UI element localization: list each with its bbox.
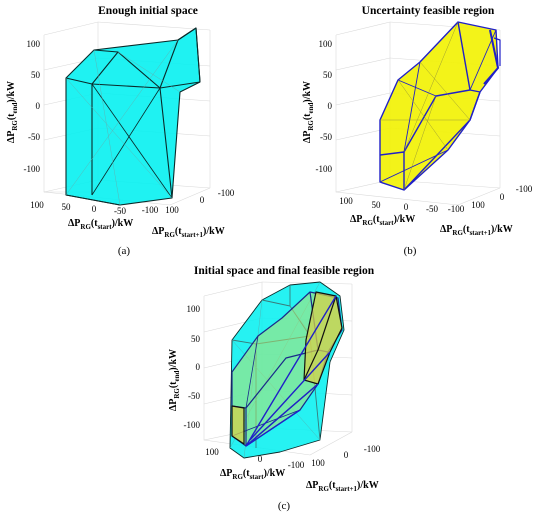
panel-a-z-axis-label: ΔPRG(tend)/kW <box>6 81 19 143</box>
panel-c: Initial space and final feasible region <box>168 265 381 512</box>
panel-b-feasible-region-hidden-edges <box>380 21 471 191</box>
panel-b-x-tick: 100 <box>339 196 353 206</box>
panel-a-z-tick: -100 <box>24 164 41 174</box>
panel-a-z-tick: -50 <box>28 132 40 142</box>
panel-c-feasible-region-narrow-faces <box>231 291 343 445</box>
panel-a-y-tick: 0 <box>200 195 205 205</box>
panel-b-feasible-region <box>379 21 501 191</box>
panel-c-z-tick: 100 <box>187 304 201 314</box>
panel-a-x-tick: 0 <box>92 204 97 214</box>
panel-b-z-tick: -50 <box>320 132 332 142</box>
panel-c-feasible-region-edges <box>245 295 337 447</box>
panel-b-x-tick: 50 <box>372 200 382 210</box>
panel-c-x-tick: -100 <box>288 460 305 470</box>
panel-a-x-tick: 50 <box>62 202 72 212</box>
panel-a-z-tick: 100 <box>27 39 41 49</box>
panel-a: Enough initial space <box>6 5 235 257</box>
panel-c-y-axis-label: ΔPRG(tstart+1)/kW <box>306 480 379 493</box>
panel-a-title: Enough initial space <box>98 5 198 17</box>
panel-a-y-tick: -100 <box>218 188 235 198</box>
panel-c-z-axis-label: ΔPRG(tend)/kW <box>168 349 181 411</box>
panel-b-y-tick: 100 <box>471 200 485 210</box>
panel-c-y-tick: -100 <box>364 444 381 454</box>
panel-b-title: Uncertainty feasible region <box>362 5 495 17</box>
panel-b-z-tick: 0 <box>328 101 333 111</box>
panel-a-y-tick: 100 <box>165 205 179 215</box>
panel-b-z-tick: -100 <box>316 164 333 174</box>
panel-b-z-tick: 100 <box>319 39 333 49</box>
panel-b-x-axis-label: ΔPRG(tstart)/kW <box>350 214 415 227</box>
panel-c-z-tick: -100 <box>184 420 201 430</box>
panel-b-z-tick: 50 <box>323 70 333 80</box>
panel-b-caption: (b) <box>404 245 417 257</box>
panel-c-z-tick: 0 <box>196 362 201 372</box>
panel-b-y-tick: 0 <box>500 192 505 202</box>
panel-a-z-tick: 50 <box>31 70 41 80</box>
panel-a-x-axis-label: ΔPRG(tstart)/kW <box>68 218 133 231</box>
panel-a-y-axis-label: ΔPRG(tstart+1)/kW <box>152 226 225 239</box>
panel-c-z-tick: 50 <box>191 334 201 344</box>
panel-c-y-tick: 100 <box>311 458 325 468</box>
panel-b-x-tick: 0 <box>404 202 409 212</box>
panel-c-x-tick: 0 <box>258 454 263 464</box>
panel-a-initial-space <box>65 27 201 206</box>
panel-b-x-tick: -100 <box>448 204 465 214</box>
panel-a-initial-space-hidden-edges <box>65 39 181 206</box>
panel-a-z-tick: 0 <box>36 101 41 111</box>
panel-c-caption: (c) <box>278 500 291 512</box>
panel-b-y-axis-label: ΔPRG(tstart+1)/kW <box>440 224 513 237</box>
panel-a-x-tick: 100 <box>30 200 44 210</box>
panel-a-caption: (a) <box>118 245 131 257</box>
panel-c-title: Initial space and final feasible region <box>194 265 375 277</box>
panel-c-z-tick: -50 <box>188 391 200 401</box>
panel-c-x-tick: 100 <box>205 447 219 457</box>
panel-b-x-tick: -50 <box>426 204 438 214</box>
panel-a-x-tick: -100 <box>142 205 159 215</box>
panel-b-z-axis-label: ΔPRG(tend)/kW <box>302 81 315 143</box>
panel-c-x-axis-label: ΔPRG(tstart)/kW <box>220 468 285 481</box>
panel-b: Uncertainty feasible region <box>302 5 533 257</box>
panel-c-y-tick: 0 <box>344 450 349 460</box>
panel-b-y-tick: -100 <box>516 184 533 194</box>
panel-a-x-tick: -50 <box>114 206 126 216</box>
